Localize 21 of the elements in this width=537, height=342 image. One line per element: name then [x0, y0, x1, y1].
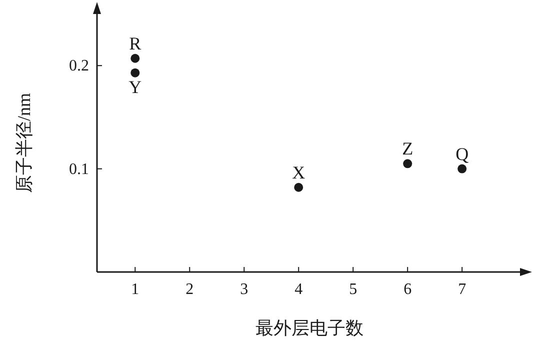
annotation: Y	[128, 76, 142, 97]
x-tick-label: 7	[458, 281, 466, 298]
y-axis-title: 原子半径/nm	[14, 92, 34, 194]
x-tick-label: 2	[186, 281, 194, 298]
annotation: Q	[456, 144, 469, 164]
point	[130, 54, 140, 63]
x-tick-label: 3	[240, 281, 248, 298]
x-axis-title: 最外层电子数	[256, 318, 364, 338]
x-tick-label: 1	[131, 281, 140, 298]
point	[130, 68, 140, 78]
point	[294, 182, 304, 192]
point	[403, 159, 412, 168]
annotation: R	[129, 33, 142, 54]
point	[458, 164, 467, 174]
y-tick-label: 0.2	[69, 58, 89, 75]
y-tick-label: 0.1	[69, 160, 89, 178]
x-tick-label: 4	[294, 281, 303, 298]
annotation: X	[292, 162, 306, 182]
x-tick-label: 6	[404, 281, 412, 298]
annotation: Z	[402, 138, 414, 159]
x-tick-label: 5	[349, 281, 358, 298]
